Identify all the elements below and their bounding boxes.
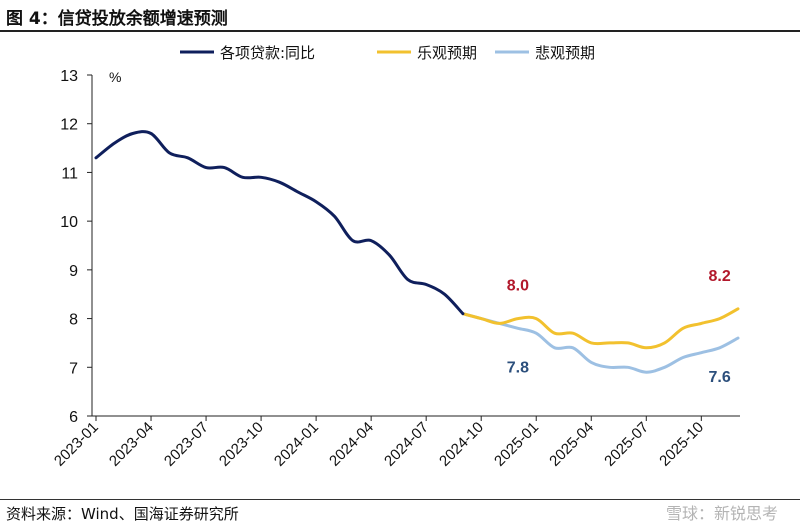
x-tick-label: 2025-10 bbox=[656, 419, 707, 470]
series-line-1 bbox=[94, 130, 465, 316]
figure-title: 图 4：信贷投放余额增速预测 bbox=[6, 9, 228, 29]
y-tick-label: 11 bbox=[61, 165, 78, 182]
legend: 各项贷款:同比 乐观预期 悲观预期 bbox=[180, 44, 595, 62]
x-tick-label: 2023-01 bbox=[51, 419, 102, 470]
data-label: 7.6 bbox=[709, 369, 731, 386]
series-line-2 bbox=[461, 307, 740, 350]
x-tick-label: 2024-01 bbox=[271, 419, 322, 470]
legend-label: 乐观预期 bbox=[417, 44, 477, 62]
y-tick-label: 10 bbox=[60, 214, 78, 231]
y-unit-label: % bbox=[109, 69, 121, 85]
series-layer bbox=[94, 130, 740, 374]
data-label: 8.0 bbox=[507, 278, 529, 295]
source-note: 资料来源：Wind、国海证券研究所 bbox=[6, 505, 239, 523]
y-tick-label: 7 bbox=[69, 360, 78, 377]
x-tick-label: 2023-07 bbox=[161, 419, 212, 470]
data-label: 8.2 bbox=[709, 268, 731, 285]
y-tick-label: 8 bbox=[69, 312, 78, 329]
data-label: 7.8 bbox=[507, 359, 529, 376]
series-line-3 bbox=[461, 312, 740, 374]
legend-label: 悲观预期 bbox=[535, 44, 595, 62]
y-tick-label: 6 bbox=[69, 409, 78, 426]
legend-label: 各项贷款:同比 bbox=[220, 44, 315, 62]
axes: 6 7 8 9 10 11 12 13 % 2023-01 2023-04 2023-07 2023-1… bbox=[51, 68, 740, 470]
y-tick-label: 13 bbox=[60, 68, 78, 85]
watermark: 雪球：新锐思考 bbox=[665, 504, 778, 523]
annotation-layer: 8.0 7.8 8.2 7.6 bbox=[507, 268, 731, 386]
x-tick-label: 2023-10 bbox=[216, 419, 267, 470]
x-tick-label: 2025-04 bbox=[546, 419, 597, 470]
title-rule bbox=[0, 30, 800, 32]
x-tick-label: 2025-07 bbox=[601, 419, 652, 470]
x-tick-label: 2024-10 bbox=[436, 419, 487, 470]
x-tick-label: 2023-04 bbox=[106, 419, 157, 470]
y-tick-label: 12 bbox=[60, 117, 78, 134]
y-tick-label: 9 bbox=[69, 263, 78, 280]
footer-rule bbox=[0, 499, 800, 500]
x-tick-label: 2024-07 bbox=[381, 419, 432, 470]
x-tick-label: 2025-01 bbox=[491, 419, 542, 470]
x-tick-label: 2024-04 bbox=[326, 419, 377, 470]
